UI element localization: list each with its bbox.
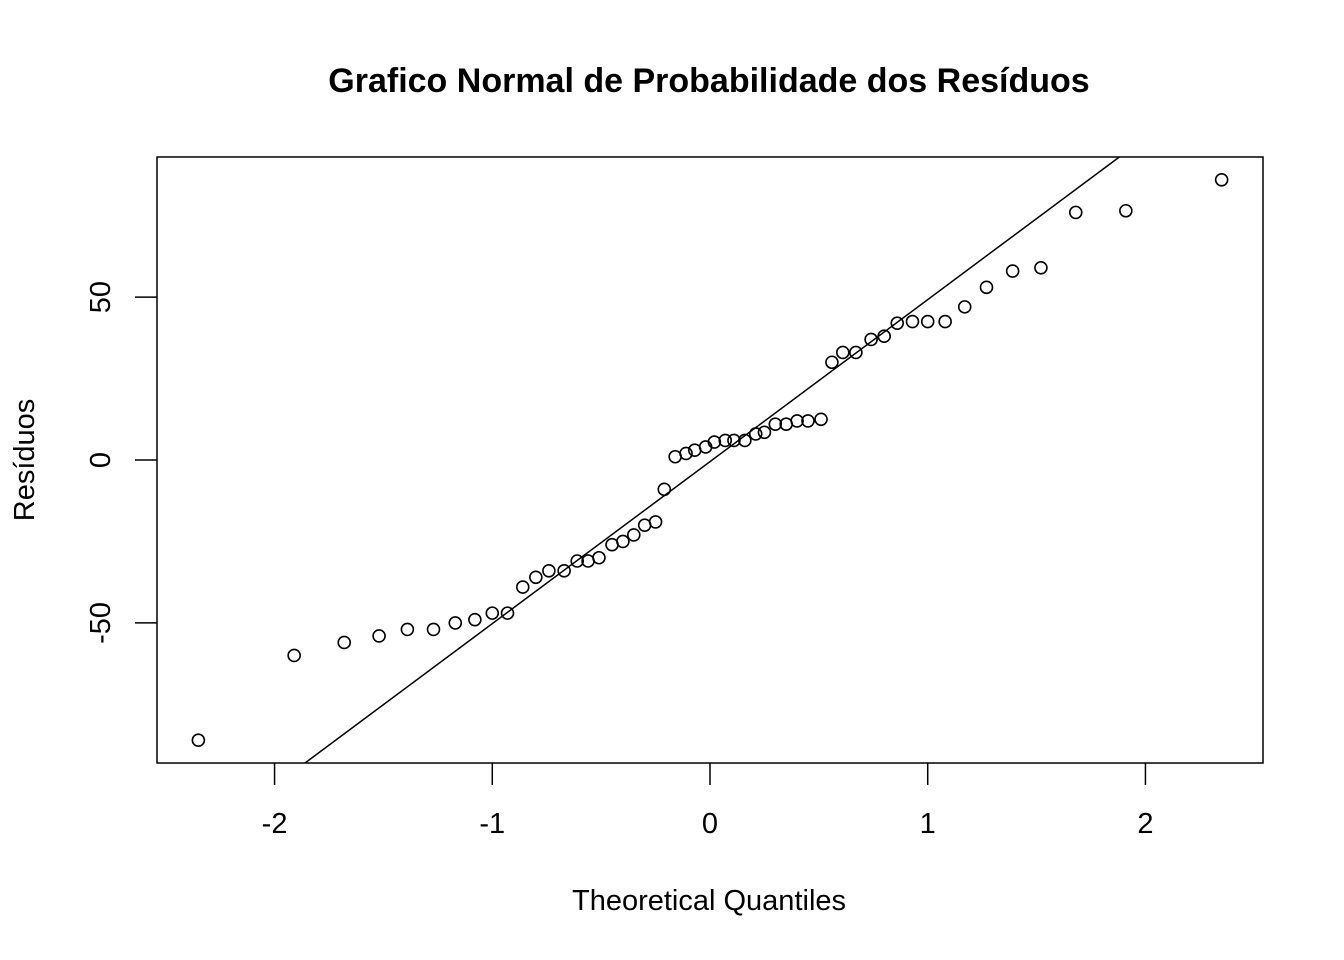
data-point [801, 414, 815, 428]
data-point [1034, 260, 1048, 275]
data-point [448, 616, 463, 630]
data-point [616, 534, 630, 549]
data-point [938, 314, 952, 329]
y-tick-label: 0 [85, 452, 117, 468]
data-point [768, 417, 783, 431]
x-tick-label: 1 [920, 808, 936, 840]
data-point [864, 332, 878, 347]
data-point [707, 435, 722, 449]
data-point [957, 300, 972, 314]
data-point [849, 345, 863, 360]
data-point [570, 554, 584, 568]
data-point [979, 280, 994, 295]
x-axis-label: Theoretical Quantiles [572, 885, 846, 917]
data-point [1005, 264, 1020, 278]
y-tick-label: 50 [85, 281, 117, 313]
data-point [757, 425, 772, 440]
data-point [542, 563, 556, 578]
y-axis-label: Resíduos [9, 399, 41, 522]
data-point [426, 622, 441, 637]
data-points [191, 173, 1229, 747]
data-point [790, 414, 804, 428]
data-point [738, 433, 752, 448]
data-point [400, 622, 415, 637]
data-point [191, 733, 206, 747]
data-point [287, 648, 301, 663]
data-point [727, 433, 741, 448]
data-point [557, 563, 571, 578]
data-point [920, 314, 935, 329]
x-tick-label: -1 [479, 808, 505, 840]
x-tick-label: 2 [1137, 808, 1153, 840]
data-point [592, 550, 606, 565]
data-point [500, 606, 515, 620]
x-axis: -2 -1 0 1 2 [262, 763, 1154, 840]
data-point [515, 580, 530, 594]
data-point [657, 482, 672, 497]
data-point [748, 427, 763, 441]
data-point [890, 316, 905, 330]
reference-line [304, 157, 1120, 763]
data-point [648, 515, 663, 529]
data-point [836, 345, 850, 360]
chart-title: Grafico Normal de Probabilidade dos Resí… [328, 62, 1089, 100]
data-point [485, 606, 500, 620]
plot-frame [156, 156, 1264, 764]
data-point [468, 612, 482, 627]
data-point [626, 528, 641, 542]
data-point [1068, 205, 1083, 220]
data-point [679, 446, 693, 461]
x-tick-label: 0 [702, 808, 718, 840]
data-point [1214, 173, 1229, 187]
y-tick-label: -50 [85, 602, 117, 644]
data-point [825, 355, 839, 370]
data-point [718, 433, 733, 448]
data-point [877, 329, 891, 343]
data-point [814, 412, 828, 427]
x-tick-label: -2 [262, 808, 288, 840]
data-point [905, 314, 920, 329]
data-point [1119, 203, 1133, 218]
y-axis: -50 0 50 [85, 281, 157, 644]
data-point [337, 635, 352, 650]
data-point [372, 629, 386, 643]
data-point [529, 570, 543, 585]
